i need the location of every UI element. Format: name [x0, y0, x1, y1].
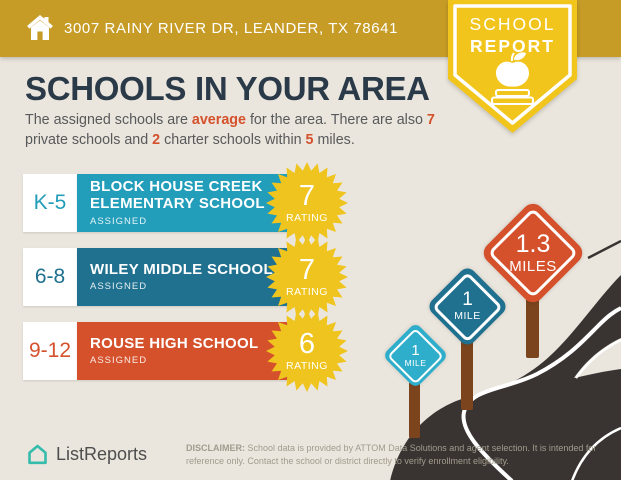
rating-number: 6 [298, 328, 316, 360]
disclaimer-text: DISCLAIMER: School data is provided by A… [186, 442, 614, 468]
rating-value-group: 7 RATING [265, 161, 349, 245]
apple-icon [496, 52, 529, 87]
mile-sign-1-value: 1 [411, 341, 420, 359]
sign-post-medium [461, 336, 473, 410]
horizon-line [587, 239, 621, 260]
school-row-middle: 6-8 WILEY MIDDLE SCHOOL ASSIGNED 7 RATIN… [23, 236, 363, 318]
road-edge-line-upper [574, 338, 621, 379]
intro-paragraph: The assigned schools are average for the… [25, 111, 467, 150]
rating-value-group: 6 RATING [265, 309, 349, 393]
mile-sign-3: 1.3 MILES [479, 199, 587, 307]
intro-part3: private schools and [25, 131, 153, 148]
disclaimer-label: DISCLAIMER: [186, 443, 245, 453]
sign-post-large [526, 288, 539, 358]
page-title: SCHOOLS IN YOUR AREA [25, 70, 430, 107]
school-bar: BLOCK HOUSE CREEK ELEMENTARY SCHOOL ASSI… [77, 174, 295, 232]
rating-label: RATING [286, 286, 328, 298]
mile-sign-3-unit: MILES [509, 257, 557, 275]
school-status: ASSIGNED [90, 281, 148, 293]
badge-line1: SCHOOL [469, 14, 556, 34]
rating-value-group: 7 RATING [265, 235, 349, 319]
school-name: BLOCK HOUSE CREEK ELEMENTARY SCHOOL [90, 178, 265, 212]
school-row-elementary: K-5 BLOCK HOUSE CREEK ELEMENTARY SCHOOL … [23, 162, 363, 244]
rating-label: RATING [286, 360, 328, 372]
road-centerline [461, 306, 621, 480]
ribbon-icon [448, 0, 577, 133]
school-bar: ROUSE HIGH SCHOOL ASSIGNED [77, 322, 295, 380]
rating-starburst: 7 RATING [265, 235, 349, 319]
book-icon [491, 89, 534, 105]
grade-range-badge: K-5 [23, 174, 77, 232]
rating-number: 7 [298, 254, 316, 286]
badge-text: SCHOOL REPORT [448, 14, 577, 57]
rating-label: RATING [286, 212, 328, 224]
mile-sign-1-unit: MILE [404, 358, 427, 369]
school-name: WILEY MIDDLE SCHOOL [90, 260, 273, 278]
disclaimer-body: School data is provided by ATTOM Data So… [186, 443, 597, 467]
school-row-high: 9-12 ROUSE HIGH SCHOOL ASSIGNED 6 RATING [23, 310, 363, 392]
rating-starburst: 7 RATING [265, 161, 349, 245]
house-icon [27, 15, 53, 40]
intro-highlight-private-count: 7 [426, 112, 435, 128]
rating-number: 7 [298, 180, 316, 212]
brand-name: ListReports [56, 444, 148, 464]
intro-highlight-charter-count: 2 [152, 131, 161, 148]
school-status: ASSIGNED [90, 355, 148, 367]
sign-post-small [409, 382, 420, 438]
school-report-badge: SCHOOL REPORT [448, 0, 577, 136]
intro-highlight-miles: 5 [305, 131, 314, 148]
mile-sign-1-label: 1 MILE [392, 332, 439, 379]
brand-logo: ListReports [26, 443, 147, 466]
rating-starburst: 6 RATING [265, 309, 349, 393]
school-bar: WILEY MIDDLE SCHOOL ASSIGNED [77, 248, 295, 306]
intro-part5: miles. [313, 131, 355, 148]
property-address: 3007 RAINY RIVER DR, LEANDER, TX 78641 [64, 20, 399, 37]
road-band [390, 275, 621, 480]
intro-highlight-average: average [191, 112, 246, 128]
school-name: ROUSE HIGH SCHOOL [90, 334, 259, 352]
mile-sign-3-label: 1.3 MILES [495, 215, 571, 291]
grade-range-badge: 9-12 [23, 322, 77, 380]
listreports-house-icon [28, 444, 47, 465]
intro-part2: for the area. There are also [245, 112, 427, 128]
road-edge-line-lower [571, 426, 621, 480]
badge-line2: REPORT [470, 36, 555, 56]
mile-sign-2-value: 1 [462, 289, 473, 311]
intro-part1: The assigned schools are [25, 112, 192, 128]
mile-sign-2-unit: MILE [454, 310, 481, 323]
mile-sign-2-label: 1 MILE [438, 277, 497, 336]
school-status: ASSIGNED [90, 215, 148, 227]
mile-sign-3-value: 1.3 [515, 230, 551, 258]
grade-range-badge: 6-8 [23, 248, 77, 306]
intro-part4: charter schools within [160, 131, 306, 148]
